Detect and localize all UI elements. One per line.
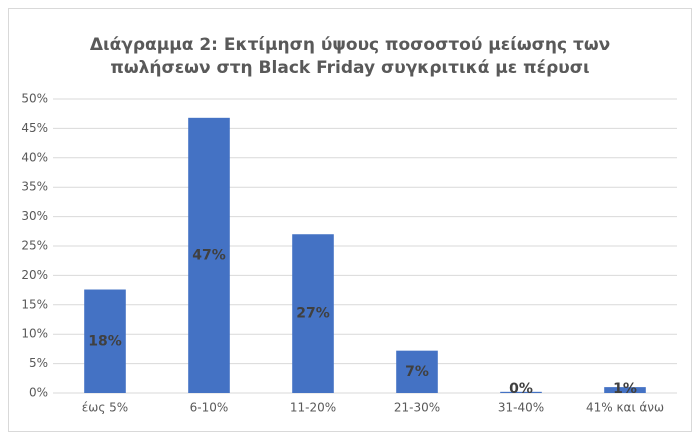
y-tick-label: 10%: [21, 327, 48, 341]
x-tick-label: 21-30%: [394, 401, 440, 415]
y-tick-label: 25%: [21, 239, 48, 253]
bar: [396, 350, 438, 393]
value-label: 0%: [509, 381, 533, 397]
y-tick-label: 0%: [29, 386, 48, 400]
value-label: 47%: [192, 247, 226, 263]
chart-title: πωλήσεων στη Black Friday συγκριτικά με …: [110, 58, 589, 78]
x-tick-label: 41% και άνω: [586, 401, 664, 415]
y-tick-label: 5%: [29, 356, 48, 370]
value-label: 7%: [405, 364, 429, 380]
x-tick-label: έως 5%: [82, 401, 128, 415]
value-label: 27%: [296, 306, 330, 322]
value-label: 1%: [613, 381, 637, 397]
y-tick-label: 20%: [21, 268, 48, 282]
y-tick-label: 15%: [21, 297, 48, 311]
x-tick-label: 6-10%: [190, 401, 229, 415]
bar: [292, 234, 334, 393]
bar: [604, 387, 646, 393]
y-tick-label: 45%: [21, 121, 48, 135]
x-tick-label: 31-40%: [498, 401, 544, 415]
y-tick-label: 50%: [21, 92, 48, 106]
bar: [500, 391, 542, 393]
bar: [84, 289, 126, 393]
value-label: 18%: [88, 333, 122, 349]
chart-title: Διάγραμμα 2: Εκτίμηση ύψους ποσοστού μεί…: [90, 35, 610, 55]
y-tick-label: 30%: [21, 209, 48, 223]
y-tick-label: 40%: [21, 150, 48, 164]
bar: [188, 117, 230, 393]
y-tick-label: 35%: [21, 180, 48, 194]
x-tick-label: 11-20%: [290, 401, 336, 415]
